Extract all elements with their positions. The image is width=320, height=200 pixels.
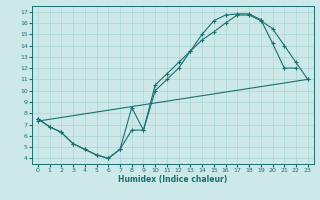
X-axis label: Humidex (Indice chaleur): Humidex (Indice chaleur) — [118, 175, 228, 184]
